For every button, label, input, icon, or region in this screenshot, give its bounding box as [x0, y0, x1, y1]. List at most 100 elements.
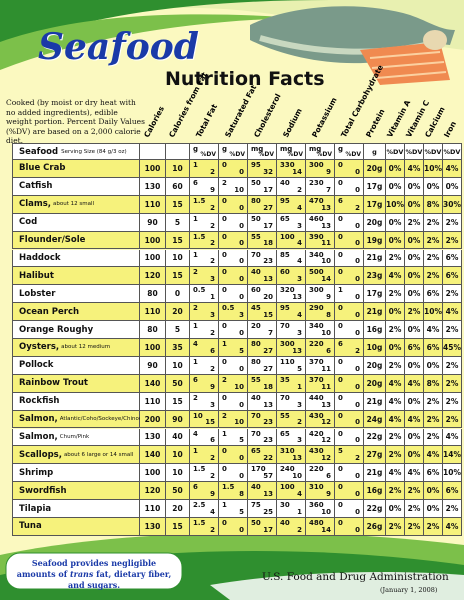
row-name: Salmon, Chum/Pink [12, 428, 140, 447]
daily-value: 2 [297, 525, 302, 534]
value: 26g [366, 521, 383, 531]
value-cell: 17g [364, 177, 386, 196]
daily-value: 0 [239, 239, 244, 248]
daily-value: 2 [210, 472, 215, 481]
value: 100 [144, 253, 161, 263]
value: 4% [445, 432, 459, 442]
value: 6% [426, 342, 440, 352]
daily-value: 4 [297, 203, 302, 212]
value: 0% [388, 342, 402, 352]
daily-value: 3 [210, 311, 215, 320]
value-cell: 130 [140, 177, 166, 196]
daily-value: 0 [239, 203, 244, 212]
daily-value: 9 [326, 293, 331, 302]
amount: 70 [251, 411, 261, 420]
amount: 1.5 [193, 232, 206, 241]
value: 100 [144, 342, 161, 352]
daily-value: 9 [210, 490, 215, 499]
value: 4% [407, 163, 421, 173]
value-cell: 2% [443, 356, 462, 375]
value-cell: 220 6 [306, 339, 335, 357]
value-cell: 20 [166, 500, 190, 518]
amount: 0 [338, 322, 343, 331]
value-cell: 0% [424, 356, 443, 375]
food-name: Cod [19, 217, 38, 228]
value: 2% [388, 486, 402, 496]
value: 4% [388, 396, 402, 406]
daily-value: 3 [297, 328, 302, 337]
unit: g [372, 147, 377, 156]
value: 10 [172, 450, 183, 460]
daily-value: 6 [326, 346, 331, 355]
value-cell: 50 [166, 374, 190, 393]
daily-value: 3 [297, 400, 302, 409]
value: 10% [424, 307, 442, 317]
value-cell: 70 3 [277, 392, 306, 411]
daily-value: 13 [292, 293, 302, 302]
unit: mg [280, 145, 293, 153]
amount: 300 [309, 161, 324, 169]
amount: 2 [193, 268, 198, 277]
value-cell: 80 27 [248, 356, 277, 375]
value-cell: 2% [443, 392, 462, 411]
value-cell: 130 [140, 518, 166, 536]
value-cell: 26g [364, 518, 386, 536]
daily-value: 2 [297, 418, 302, 427]
value: 2% [426, 432, 440, 442]
daily-value: 11 [321, 364, 331, 373]
daily-value: 3 [297, 436, 302, 445]
daily-value: 27 [263, 364, 273, 373]
value: 2% [445, 217, 459, 227]
value-cell: 10% [424, 303, 443, 322]
value-cell: 90 [140, 213, 166, 232]
value-cell: 310 9 [306, 482, 335, 501]
value-cell: 370 11 [306, 374, 335, 393]
value: 4% [445, 307, 459, 317]
food-name: Shrimp [19, 467, 54, 478]
unit: mg [251, 145, 264, 153]
daily-value: 1 [297, 507, 302, 516]
value-cell: 100 [140, 160, 166, 178]
value: 0% [388, 235, 402, 245]
daily-value: 0 [239, 328, 244, 337]
value: 2% [388, 360, 402, 370]
value: 2% [388, 432, 402, 442]
value-cell: 100 [140, 464, 166, 483]
value-cell: 40 13 [248, 392, 277, 411]
value: 27g [366, 450, 383, 460]
value: 80 [147, 289, 158, 299]
value: 2% [426, 235, 440, 245]
value: 90 [147, 217, 158, 227]
amount: 6 [193, 178, 198, 187]
amount: 390 [309, 232, 324, 241]
daily-value: 0 [355, 490, 360, 499]
row-name: Ocean Perch [12, 303, 140, 322]
text: Seafood provides negligible amounts of [16, 558, 157, 579]
value-cell: 20g [364, 374, 386, 393]
daily-value: 2 [210, 525, 215, 534]
value-cell: 300 13 [277, 339, 306, 357]
value-cell: 4% [386, 267, 405, 286]
value-cell: 360 10 [306, 500, 335, 518]
daily-value: 17 [263, 221, 273, 230]
daily-value: 0 [355, 472, 360, 481]
value-cell: 2% [386, 446, 405, 465]
amount: 1.5 [193, 519, 206, 527]
value: 0% [388, 307, 402, 317]
unit-cell: %DV [424, 143, 443, 160]
value-cell: 15 [166, 195, 190, 214]
daily-value: 0 [239, 364, 244, 373]
serving-label: Seafood [19, 146, 59, 157]
value: 4% [388, 414, 402, 424]
value-cell: 2% [386, 518, 405, 536]
value: 35 [172, 342, 183, 352]
daily-value: 12 [321, 454, 331, 463]
value-cell: 40 13 [248, 482, 277, 501]
value-cell: 6% [443, 482, 462, 501]
